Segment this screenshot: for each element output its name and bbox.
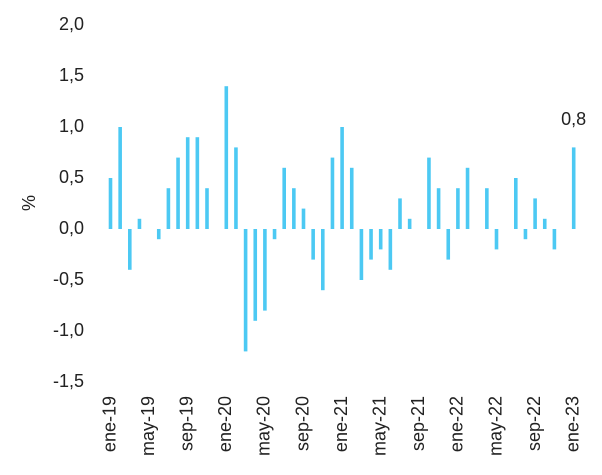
bar (263, 229, 267, 311)
bar (195, 137, 200, 229)
bar (118, 127, 122, 229)
x-tick-label: sep-19 (176, 396, 196, 451)
x-tick-label: may-21 (369, 396, 389, 456)
bar (571, 147, 576, 229)
x-tick-label: ene-19 (99, 396, 119, 452)
bar (301, 208, 306, 229)
bar (185, 137, 190, 229)
x-tick-label: ene-22 (447, 396, 467, 452)
y-axis-label: % (19, 195, 39, 211)
y-tick-label: 0,5 (59, 167, 84, 187)
bar (542, 218, 547, 229)
value-label: 0,8 (561, 109, 586, 129)
y-tick-label: 1,0 (59, 116, 84, 136)
bar (533, 198, 537, 229)
bar (523, 229, 528, 240)
bar (456, 188, 460, 229)
bar (321, 229, 325, 291)
x-tick-label: sep-22 (524, 396, 544, 451)
x-tick-label: ene-20 (215, 396, 235, 452)
bar (378, 229, 383, 250)
bar (224, 86, 229, 229)
bar (176, 157, 180, 229)
x-tick-label: ene-23 (562, 396, 582, 452)
y-tick-label: -1,0 (53, 320, 84, 340)
x-tick-label: may-19 (138, 396, 158, 456)
x-tick-label: may-22 (485, 396, 505, 456)
x-tick-label: sep-21 (408, 396, 428, 451)
y-tick-label: -0,5 (53, 269, 84, 289)
bar (427, 157, 431, 229)
bar (407, 218, 412, 229)
bar (398, 198, 402, 229)
bar (205, 188, 209, 229)
bar (446, 229, 451, 260)
y-tick-label: -1,5 (53, 371, 84, 391)
bar (234, 147, 238, 229)
bar (359, 229, 364, 280)
x-tick-label: ene-21 (331, 396, 351, 452)
bar (514, 178, 518, 229)
bar (494, 229, 499, 250)
bar (243, 229, 248, 352)
bar (272, 229, 277, 240)
bar (330, 157, 335, 229)
bar (108, 178, 113, 229)
bar (552, 229, 557, 250)
bar (166, 188, 171, 229)
bar (137, 218, 142, 229)
x-tick-label: may-20 (254, 396, 274, 456)
bar (128, 229, 132, 270)
bar (349, 167, 354, 229)
bar (340, 127, 344, 229)
bar (388, 229, 393, 270)
bar (369, 229, 373, 260)
bar (282, 167, 286, 229)
bar (485, 188, 489, 229)
y-tick-label: 0,0 (59, 218, 84, 238)
bar (436, 188, 441, 229)
bar (465, 167, 470, 229)
y-tick-label: 2,0 (59, 14, 84, 34)
bar (292, 188, 296, 229)
bar (311, 229, 315, 260)
bar (253, 229, 258, 321)
x-tick-label: sep-20 (292, 396, 312, 451)
y-tick-label: 1,5 (59, 65, 84, 85)
bar (156, 229, 161, 240)
